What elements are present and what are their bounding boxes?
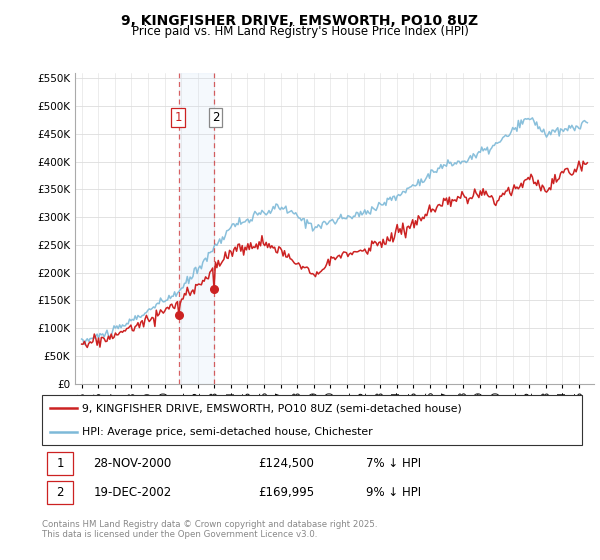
Bar bbox=[47, 451, 73, 474]
Text: Price paid vs. HM Land Registry's House Price Index (HPI): Price paid vs. HM Land Registry's House … bbox=[131, 25, 469, 38]
Text: 9, KINGFISHER DRIVE, EMSWORTH, PO10 8UZ (semi-detached house): 9, KINGFISHER DRIVE, EMSWORTH, PO10 8UZ … bbox=[83, 403, 462, 413]
Text: 2: 2 bbox=[212, 111, 219, 124]
Text: 19-DEC-2002: 19-DEC-2002 bbox=[94, 486, 172, 498]
Bar bbox=[179, 73, 214, 384]
Text: HPI: Average price, semi-detached house, Chichester: HPI: Average price, semi-detached house,… bbox=[83, 427, 373, 437]
Text: £169,995: £169,995 bbox=[258, 486, 314, 498]
Bar bbox=[47, 480, 73, 503]
Text: 9% ↓ HPI: 9% ↓ HPI bbox=[366, 486, 421, 498]
Text: £124,500: £124,500 bbox=[258, 456, 314, 469]
Text: 1: 1 bbox=[56, 456, 64, 469]
Text: 28-NOV-2000: 28-NOV-2000 bbox=[94, 456, 172, 469]
Text: 2: 2 bbox=[56, 486, 64, 498]
Text: 1: 1 bbox=[175, 111, 182, 124]
Text: 9, KINGFISHER DRIVE, EMSWORTH, PO10 8UZ: 9, KINGFISHER DRIVE, EMSWORTH, PO10 8UZ bbox=[121, 14, 479, 28]
Text: Contains HM Land Registry data © Crown copyright and database right 2025.
This d: Contains HM Land Registry data © Crown c… bbox=[42, 520, 377, 539]
Text: 7% ↓ HPI: 7% ↓ HPI bbox=[366, 456, 421, 469]
